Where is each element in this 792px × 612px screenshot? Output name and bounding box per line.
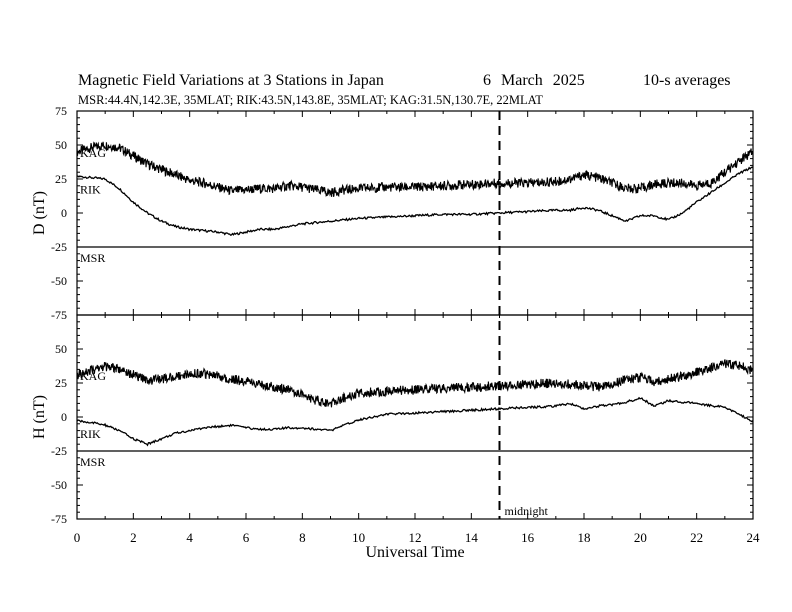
y-tick-label: -75 xyxy=(51,512,67,526)
x-tick-label: 0 xyxy=(74,530,81,545)
x-tick-label: 6 xyxy=(243,530,250,545)
y-tick-label: 50 xyxy=(55,138,67,152)
x-tick-label: 22 xyxy=(690,530,703,545)
station-label-kag: KAG xyxy=(80,146,106,160)
station-label-rik: RIK xyxy=(80,427,101,441)
y-tick-label: 25 xyxy=(55,172,67,186)
averaging-label: 10-s averages xyxy=(643,72,731,89)
chart-title: Magnetic Field Variations at 3 Stations … xyxy=(78,72,384,89)
midnight-label: midnight xyxy=(505,504,549,518)
y-tick-label: -25 xyxy=(51,444,67,458)
y-tick-label: 25 xyxy=(55,376,67,390)
x-tick-label: 4 xyxy=(186,530,193,545)
y-axis-label-D: D (nT) xyxy=(31,191,48,235)
panel-frame-D xyxy=(76,110,754,316)
y-tick-label: -50 xyxy=(51,274,67,288)
trace-rik-d xyxy=(77,166,753,236)
x-tick-label: 12 xyxy=(409,530,422,545)
trace-rik-h xyxy=(77,396,753,447)
panel-frame-H xyxy=(76,314,754,520)
y-tick-label: 75 xyxy=(55,104,67,118)
x-tick-label: 14 xyxy=(465,530,479,545)
y-tick-label: 50 xyxy=(55,342,67,356)
station-label-rik: RIK xyxy=(80,182,101,196)
trace-kag-d xyxy=(77,141,753,198)
y-tick-label: -50 xyxy=(51,478,67,492)
y-tick-label: 0 xyxy=(61,206,67,220)
x-tick-label: 18 xyxy=(578,530,591,545)
x-tick-label: 24 xyxy=(747,530,761,545)
stations-info: MSR:44.4N,142.3E, 35MLAT; RIK:43.5N,143.… xyxy=(78,93,543,107)
y-tick-label: -75 xyxy=(51,308,67,322)
y-axis-label-H: H (nT) xyxy=(31,395,48,439)
x-tick-label: 8 xyxy=(299,530,306,545)
y-tick-label: -25 xyxy=(51,240,67,254)
x-axis-label: Universal Time xyxy=(365,544,464,561)
x-tick-label: 10 xyxy=(352,530,365,545)
station-label-msr: MSR xyxy=(80,455,105,469)
x-tick-label: 20 xyxy=(634,530,647,545)
station-label-kag: KAG xyxy=(80,369,106,383)
trace-kag-h xyxy=(77,359,753,408)
station-label-msr: MSR xyxy=(80,251,105,265)
chart-date: 6 March 2025 xyxy=(483,72,585,89)
x-tick-label: 2 xyxy=(130,530,137,545)
y-tick-label: 0 xyxy=(61,410,67,424)
x-tick-label: 16 xyxy=(521,530,535,545)
